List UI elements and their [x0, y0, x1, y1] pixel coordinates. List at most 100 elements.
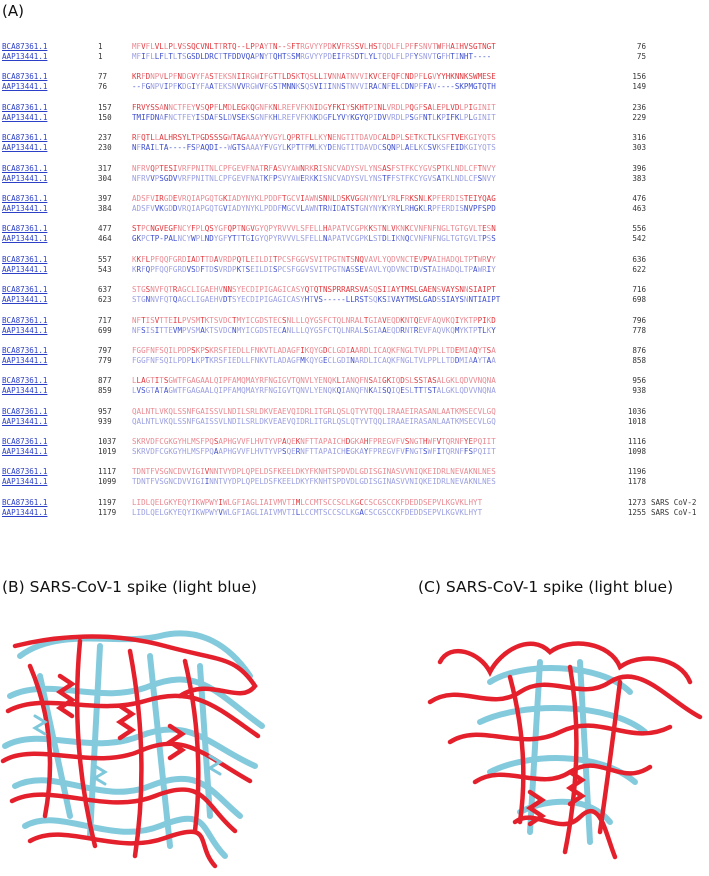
alignment-row: BCA87361.1 317 NFRVQPTESIVRFPNITNLCPFGEVFN…: [2, 164, 707, 174]
accession-link[interactable]: BCA87361.1: [2, 42, 48, 51]
end-position: 1196: [627, 467, 646, 477]
sequence-text: SKRVDFCGKGYHLMSFPQAAPHGVVFLHVTYVPSQERNFT…: [132, 447, 496, 457]
start-position: 1037: [98, 437, 117, 447]
alignment-row: AAP13441.1 859 LVSGTATAGWTFGAGAALQIPFAMQMA…: [2, 386, 707, 396]
accession-link[interactable]: AAP13441.1: [2, 112, 48, 122]
end-position: 622: [632, 264, 646, 274]
accession-link[interactable]: BCA87361.1: [2, 224, 48, 234]
end-position: 938: [632, 386, 646, 396]
alignment-row: BCA87361.1 1197 LIDLQELGKYEQYIKWPWYIWLGFIA…: [2, 498, 707, 508]
accession-link[interactable]: AAP13441.1: [2, 355, 48, 365]
accession-link[interactable]: BCA87361.1: [2, 163, 48, 173]
alignment-row: AAP13441.1 1019 SKRVDFCGKGYHLMSFPQAAPHGVVF…: [2, 447, 707, 457]
accession-link[interactable]: AAP13441.1: [2, 264, 48, 274]
end-position: 236: [632, 102, 646, 112]
alignment-row: BCA87361.1 477 STPCNGVEGFNCYFPLQSYGFQPTNGV…: [2, 224, 707, 234]
sequence-text: QALNTLVKQLSSNFGAISSVLNDILSRLDKVEAEVQIDRL…: [132, 406, 496, 416]
start-position: 77: [98, 72, 108, 82]
alignment-row: BCA87361.1 797 FGGFNFSQILPDPSKPSKRSFIEDLLF…: [2, 346, 707, 356]
accession-link[interactable]: BCA87361.1: [2, 254, 48, 264]
sequence-text: STPCNGVEGFNCYFPLQSYGFQPTNGVGYQPYRVVVLSFE…: [132, 224, 496, 234]
accession-link[interactable]: AAP13441.1: [2, 203, 48, 213]
alignment-block: BCA87361.1 157 FRVYSSANNCTFEYVSQPFLMDLEGKQ…: [2, 103, 707, 123]
end-position: 858: [632, 355, 646, 365]
sequence-text: STGSNVFQTRAGCLIGAEHVNNSYECDIPIGAGICASYQT…: [132, 285, 496, 295]
sequence-text: KKFLPFQQFGRDIADTTDAVRDPQTLEILDITPCSFGGVS…: [132, 254, 496, 264]
accession-link[interactable]: BCA87361.1: [2, 467, 48, 477]
accession-link[interactable]: AAP13441.1: [2, 507, 48, 517]
sequence-text: STGNNVFQTQAGCLIGAEHVDTSYECDIPIGAGICASYHT…: [132, 295, 501, 305]
start-position: 1197: [98, 497, 117, 507]
end-position: 476: [632, 193, 646, 203]
accession-link[interactable]: AAP13441.1: [2, 447, 48, 457]
alignment-row: BCA87361.1 957 QALNTLVKQLSSNFGAISSVLNDILSR…: [2, 407, 707, 417]
accession-link[interactable]: AAP13441.1: [2, 477, 48, 487]
accession-link[interactable]: BCA87361.1: [2, 72, 48, 82]
accession-link[interactable]: BCA87361.1: [2, 285, 48, 295]
alignment-block: BCA87361.1 1 MFVFLVLLPLVSSQCVNLTTRTQ--LPPA…: [2, 42, 707, 62]
start-position: 557: [98, 254, 112, 264]
sequence-text: MFVFLVLLPLVSSQCVNLTTRTQ--LPPAYTN--SFTRGV…: [132, 42, 496, 51]
start-position: 859: [98, 386, 112, 396]
structure-image-side: [0, 630, 265, 869]
start-position: 237: [98, 133, 112, 143]
sequence-text: FRVYSSANNCTFEYVSQPFLMDLEGKQGNFKNLREFVFKN…: [132, 102, 496, 112]
alignment-block: BCA87361.1 717 NFTISVTTEILPVSMTKTSVDCTMYIC…: [2, 316, 707, 336]
accession-link[interactable]: BCA87361.1: [2, 315, 48, 325]
alignment-row: AAP13441.1 230 NFRAILTA----FSPAQDI--WGTSAA…: [2, 143, 707, 153]
start-position: 939: [98, 416, 112, 426]
accession-link[interactable]: BCA87361.1: [2, 133, 48, 143]
accession-link[interactable]: BCA87361.1: [2, 345, 48, 355]
accession-link[interactable]: BCA87361.1: [2, 497, 48, 507]
sequence-text: TMIFDNAFNCTFEYISDAFSLDVSEKSGNFKHLREFVFKN…: [132, 112, 496, 122]
start-position: 637: [98, 285, 112, 295]
alignment-row: BCA87361.1 1037 SKRVDFCGKGYHLMSFPQSAPHGVVF…: [2, 437, 707, 447]
end-position: 1255: [627, 507, 646, 517]
start-position: 877: [98, 376, 112, 386]
end-position: 542: [632, 234, 646, 244]
accession-link[interactable]: AAP13441.1: [2, 295, 48, 305]
accession-link[interactable]: AAP13441.1: [2, 82, 48, 92]
alignment-row: BCA87361.1 77 KRFDNPVLPFNDGVYFASTEKSNIIRGW…: [2, 72, 707, 82]
accession-link[interactable]: BCA87361.1: [2, 376, 48, 386]
alignment-row: AAP13441.1 623 STGNNVFQTQAGCLIGAEHVDTSYECD…: [2, 295, 707, 305]
sequence-text: NFSISITTEVMPVSMAKTSVDCNMYICGDSTECANLLLQY…: [132, 325, 496, 335]
alignment-block: BCA87361.1 77 KRFDNPVLPFNDGVYFASTEKSNIIRGW…: [2, 72, 707, 92]
accession-link[interactable]: BCA87361.1: [2, 102, 48, 112]
start-position: 543: [98, 264, 112, 274]
sequence-text: ADSFVVKGDDVRQIAPGQTGVIADYNYKLPDDFMGCVLAW…: [132, 203, 496, 213]
accession-link[interactable]: BCA87361.1: [2, 406, 48, 416]
alignment-row: BCA87361.1 397 ADSFVIRGDEVRQIAPGQTGKIADYNY…: [2, 194, 707, 204]
alignment-row: AAP13441.1 464 GKPCTP-PALNCYWPLNDYGFYTTTGI…: [2, 234, 707, 244]
accession-link[interactable]: AAP13441.1: [2, 173, 48, 183]
end-position: 229: [632, 112, 646, 122]
end-position: 316: [632, 133, 646, 143]
alignment-row: AAP13441.1 699 NFSISITTEVMPVSMAKTSVDCNMYIC…: [2, 326, 707, 336]
start-position: 1019: [98, 447, 117, 457]
accession-link[interactable]: AAP13441.1: [2, 52, 48, 61]
sars-cov-2-structure: [427, 641, 703, 860]
alignment-block: BCA87361.1 557 KKFLPFQQFGRDIADTTDAVRDPQTLE…: [2, 255, 707, 275]
accession-link[interactable]: AAP13441.1: [2, 234, 48, 244]
accession-link[interactable]: BCA87361.1: [2, 437, 48, 447]
end-position: 75: [636, 52, 646, 61]
end-position: 1178: [627, 477, 646, 487]
end-position: 636: [632, 254, 646, 264]
accession-link[interactable]: BCA87361.1: [2, 193, 48, 203]
accession-link[interactable]: AAP13441.1: [2, 416, 48, 426]
sars-cov-1-structure-top: [32, 714, 223, 786]
alignment-row: AAP13441.1 1179 LIDLQELGKYEQYIKWPWYVWLGFIA…: [2, 508, 707, 518]
start-position: 157: [98, 102, 112, 112]
accession-link[interactable]: AAP13441.1: [2, 143, 48, 153]
start-position: 623: [98, 295, 112, 305]
accession-link[interactable]: AAP13441.1: [2, 325, 48, 335]
alignment-row: BCA87361.1 637 STGSNVFQTRAGCLIGAEHVNNSYECD…: [2, 285, 707, 295]
accession-link[interactable]: AAP13441.1: [2, 386, 48, 396]
sequence-text: LLAGTITSGWTFGAGAALQIPFAMQMAYRFNGIGVTQNVL…: [132, 376, 496, 386]
end-position: 463: [632, 203, 646, 213]
end-position: 778: [632, 325, 646, 335]
alignment-block: BCA87361.1 1197 LIDLQELGKYEQYIKWPWYIWLGFIA…: [2, 498, 707, 518]
sequence-text: KRFDNPVLPFNDGVYFASTEKSNIIRGWIFGTTLDSKTQS…: [132, 72, 496, 82]
alignment-block: BCA87361.1 877 LLAGTITSGWTFGAGAALQIPFAMQMA…: [2, 376, 707, 396]
structure-image-top: [427, 641, 703, 860]
